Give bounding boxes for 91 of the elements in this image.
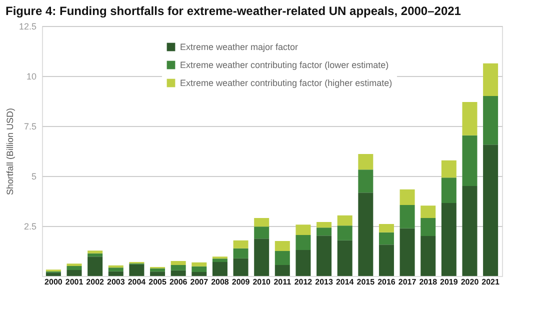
bar	[296, 235, 311, 250]
x-tick-label: 2006	[169, 278, 188, 286]
bar	[212, 262, 228, 276]
bar	[420, 218, 436, 236]
bar	[296, 224, 311, 235]
x-tick-label: 2002	[86, 278, 105, 286]
x-tick-label: 2013	[315, 278, 334, 286]
x-tick-label: 2001	[65, 278, 84, 286]
bar	[170, 261, 186, 265]
x-tick-label: 2007	[190, 278, 209, 286]
bar	[296, 250, 311, 276]
x-tick-label: 2004	[128, 278, 146, 286]
bar	[337, 226, 352, 240]
bar	[66, 270, 82, 276]
x-tick-label: 2009	[232, 278, 250, 286]
bar	[274, 265, 290, 276]
bar	[170, 265, 186, 270]
x-tick-label: 2018	[419, 278, 438, 286]
bar	[254, 226, 270, 239]
bar	[400, 228, 415, 276]
x-tick-label: 2017	[398, 278, 417, 286]
bar	[108, 268, 124, 272]
x-tick-label: 2014	[336, 278, 354, 286]
bar	[358, 170, 374, 193]
x-tick-label: 2019	[440, 278, 458, 286]
bar	[233, 258, 248, 276]
bar	[441, 160, 456, 178]
bar	[441, 178, 456, 203]
bar	[483, 63, 498, 96]
bar	[400, 189, 415, 205]
bar	[462, 135, 478, 186]
bar	[129, 264, 144, 276]
bar	[316, 228, 332, 236]
bar	[150, 272, 166, 276]
bar	[233, 248, 248, 258]
bar	[192, 266, 207, 272]
bar	[337, 215, 352, 226]
bar	[274, 251, 290, 265]
bar	[108, 265, 124, 268]
y-axis-title: Shortfall (Billion USD)	[4, 108, 15, 196]
bar	[108, 271, 124, 276]
bar	[337, 240, 352, 276]
y-tick-label: 10	[26, 72, 36, 82]
bar	[254, 238, 270, 276]
bar	[441, 203, 456, 276]
x-tick-label: 2003	[106, 278, 126, 286]
bar	[192, 262, 207, 266]
bar	[462, 186, 478, 276]
y-tick-label: 2.5	[24, 222, 36, 232]
x-tick-label: 2020	[460, 278, 480, 286]
bar	[358, 154, 374, 170]
bar	[378, 244, 394, 276]
bar	[316, 222, 332, 228]
x-tick-label: 2012	[294, 278, 313, 286]
bar	[274, 241, 290, 251]
bar	[483, 96, 498, 145]
bar	[420, 236, 436, 276]
bar	[233, 240, 248, 248]
bar	[316, 236, 332, 276]
legend-label: Extreme weather contributing factor (higher estimate)	[180, 78, 392, 88]
bar	[192, 272, 207, 276]
x-tick-label: 2010	[252, 278, 272, 286]
x-tick-label: 2015	[356, 278, 376, 286]
bar	[420, 206, 436, 218]
bar	[400, 205, 415, 228]
bar	[88, 256, 103, 276]
bar	[212, 258, 228, 262]
bar	[462, 102, 478, 136]
bar	[46, 272, 61, 276]
x-tick-label: 2005	[148, 278, 167, 286]
x-tick-label: 2008	[211, 278, 230, 286]
bar	[150, 268, 166, 272]
x-tick-label: 2011	[274, 278, 292, 286]
bar	[483, 144, 498, 276]
chart-title: Figure 4: Funding shortfalls for extreme-weather-related UN appeals, 2000–2021	[5, 4, 462, 18]
y-tick-label: 7.5	[24, 122, 36, 132]
legend-label: Extreme weather contributing factor (lower estimate)	[180, 60, 389, 70]
bar	[66, 266, 82, 270]
bar	[88, 250, 103, 254]
x-tick-label: 2000	[44, 278, 63, 286]
bar	[88, 253, 103, 257]
bar	[378, 232, 394, 245]
bar	[254, 218, 270, 227]
x-tick-label: 2016	[378, 278, 396, 286]
bar	[170, 270, 186, 276]
y-tick-label: 12.5	[18, 22, 36, 32]
legend-label: Extreme weather major factor	[180, 42, 298, 52]
y-tick-label: 5	[31, 172, 36, 182]
x-tick-label: 2021	[482, 278, 500, 286]
bar	[358, 192, 374, 276]
bar	[378, 224, 394, 232]
